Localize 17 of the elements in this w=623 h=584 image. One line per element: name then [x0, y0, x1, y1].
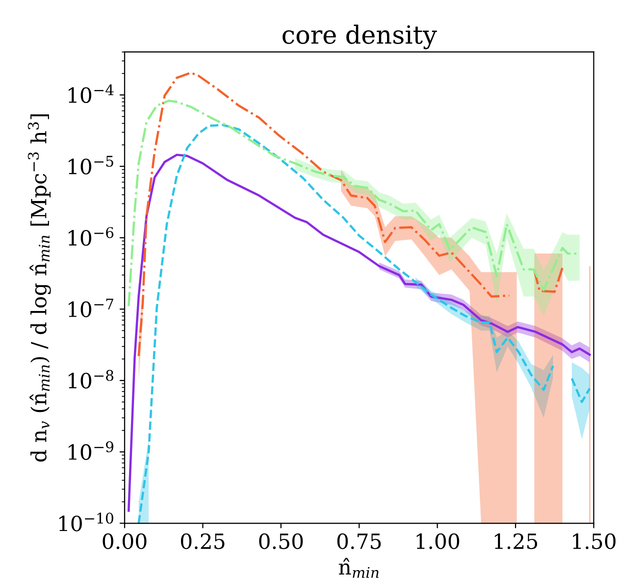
y-tick-label: 10$^{−8}$: [68, 370, 114, 389]
y-tick-label: 10$^{−4}$: [68, 84, 114, 104]
x-tick-label: 0.50: [259, 533, 303, 550]
text: d n$_{v}$ (n̂$_{min}$) / d log n̂$_{min}$ [Mpc$^{−3}$ h$^{3}$]: [28, 114, 51, 462]
x-tick-label: 0.75: [337, 533, 381, 550]
y-tick-label: 10$^{−7}$: [68, 298, 114, 318]
x-tick-label: 1.50: [573, 533, 616, 550]
y-tick-label: 10$^{−9}$: [68, 441, 114, 460]
x-tick-label: 1.00: [416, 533, 460, 550]
chart-title: core density: [282, 24, 437, 50]
y-tick-label: 10$^{−5}$: [68, 156, 114, 174]
y-tick-label: 10$^{−10}$: [59, 512, 114, 532]
x-tick-label: 1.25: [494, 533, 538, 550]
x-tick-label: 0.25: [180, 533, 224, 550]
x-tick-label: 0.00: [102, 533, 146, 550]
x-axis-title: n̂$_{min}$: [338, 558, 379, 578]
y-tick-label: 10$^{−6}$: [68, 227, 114, 246]
